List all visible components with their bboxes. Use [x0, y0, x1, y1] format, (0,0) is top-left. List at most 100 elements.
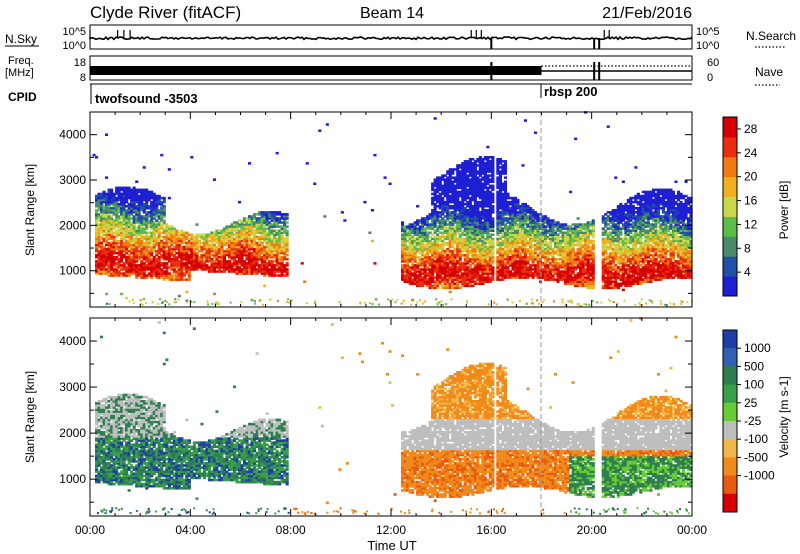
power-cell: [456, 164, 460, 167]
power-cell: [458, 200, 462, 204]
power-cell: [110, 268, 114, 271]
power-cell: [446, 247, 450, 251]
power-cell: [137, 194, 141, 198]
power-cell: [162, 274, 166, 277]
power-cell: [263, 284, 267, 288]
power-cell: [418, 237, 422, 241]
power-cell: [273, 237, 277, 241]
power-cell: [130, 245, 134, 249]
power-cell: [112, 192, 116, 196]
power-cell: [125, 251, 129, 255]
power-cell: [95, 213, 99, 216]
power-cell: [147, 219, 151, 222]
power-cell: [250, 298, 254, 302]
power-cell: [463, 192, 467, 196]
power-cell: [132, 260, 136, 263]
power-cell: [428, 262, 432, 265]
power-cell: [275, 229, 279, 232]
power-cell: [160, 215, 164, 218]
power-cell: [125, 258, 129, 261]
power-cell: [120, 233, 124, 236]
power-cell: [100, 209, 104, 212]
power-cell: [142, 229, 146, 232]
power-cell: [255, 227, 259, 230]
power-cell: [197, 243, 201, 247]
power-cell: [105, 258, 109, 261]
power-cell: [416, 276, 420, 279]
power-cell: [97, 209, 101, 212]
power-cell: [476, 217, 480, 220]
power-cell: [478, 164, 482, 167]
power-cell: [245, 262, 249, 265]
power-cell: [438, 184, 442, 188]
power-cell: [401, 266, 405, 269]
power-cell: [463, 180, 467, 183]
power-cell: [466, 168, 470, 171]
power-cell: [130, 202, 134, 206]
power-cell: [433, 221, 437, 224]
power-cell: [273, 211, 277, 214]
power-cell: [260, 245, 264, 249]
power-cell: [152, 205, 156, 208]
power-cell: [127, 264, 131, 267]
power-cell: [157, 198, 161, 202]
power-cell: [441, 190, 445, 194]
power-cell: [456, 166, 460, 169]
power-cell: [280, 217, 284, 220]
power-cell: [260, 231, 264, 234]
power-cell: [275, 225, 279, 228]
power-cell: [197, 245, 201, 249]
power-cell: [473, 251, 477, 255]
power-cell: [428, 235, 432, 239]
power-cell: [115, 217, 119, 220]
power-cell: [160, 268, 164, 271]
power-cell: [466, 215, 470, 218]
power-cell: [401, 227, 405, 230]
power-cell: [446, 223, 450, 226]
power-cell: [202, 264, 206, 267]
power-cell: [145, 211, 149, 214]
power-cell: [431, 215, 435, 218]
power-cell: [220, 256, 224, 259]
power-cell: [466, 200, 470, 204]
power-cell: [145, 247, 149, 251]
power-cell: [461, 172, 465, 175]
power-cell: [155, 205, 159, 208]
power-cell: [215, 235, 219, 239]
power-cell: [102, 237, 106, 241]
power-cell: [363, 200, 367, 204]
power-cell: [175, 229, 179, 232]
power-cell: [162, 237, 166, 241]
power-cell: [413, 249, 417, 253]
power-cell: [285, 217, 289, 220]
power-cell: [225, 251, 229, 255]
power-cell: [436, 200, 440, 204]
nsearch-tick-bottom: 10^0: [696, 40, 720, 52]
power-cell: [451, 284, 455, 288]
power-cell: [115, 200, 119, 204]
power-cell: [115, 215, 119, 218]
power-cell: [155, 221, 159, 224]
power-cell: [135, 188, 139, 192]
power-cell: [228, 251, 232, 255]
power-cell: [95, 223, 99, 226]
power-cell: [245, 237, 249, 241]
power-cell: [268, 253, 272, 257]
power-cell: [147, 239, 151, 243]
power-cell: [466, 243, 470, 247]
power-cell: [448, 180, 452, 183]
power-cell: [436, 219, 440, 222]
power-cell: [406, 270, 410, 273]
power-cell: [260, 215, 264, 218]
power-cell: [150, 227, 154, 230]
power-cell: [137, 251, 141, 255]
power-cell: [147, 215, 151, 218]
power-cell: [97, 251, 101, 255]
power-cell: [112, 243, 116, 247]
power-cell: [476, 264, 480, 267]
power-cell: [157, 251, 161, 255]
power-cell: [180, 274, 184, 277]
power-cell: [130, 235, 134, 239]
power-cell: [170, 241, 174, 245]
power-cell: [150, 262, 154, 265]
